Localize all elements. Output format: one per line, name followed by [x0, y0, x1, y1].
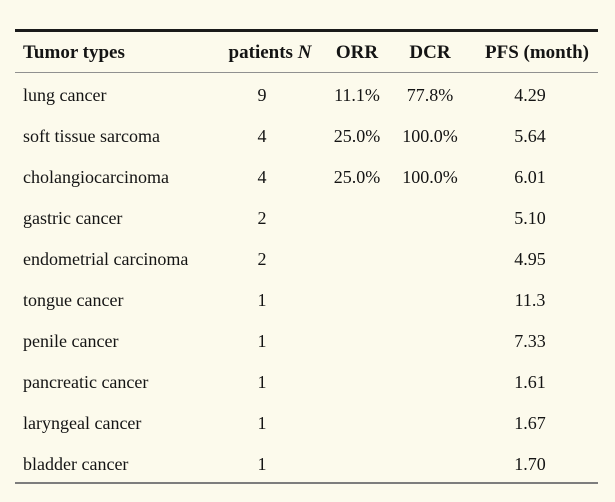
- table-row: penile cancer 1 7.33: [15, 319, 598, 360]
- table-row: lung cancer 9 11.1% 77.8% 4.29: [15, 73, 598, 114]
- table-row: bladder cancer 1 1.70: [15, 442, 598, 483]
- cell-patients: 1: [257, 453, 267, 474]
- tumor-outcomes-table: Tumor types patients N ORR DCR PFS (mont…: [15, 29, 598, 484]
- cell-tumor: laryngeal cancer: [23, 413, 142, 433]
- cell-pfs: 6.01: [514, 167, 546, 187]
- column-header-patients-n: patients N: [220, 30, 320, 73]
- cell-tumor: endometrial carcinoma: [23, 249, 189, 269]
- cell-patients: 9: [257, 85, 267, 106]
- cell-orr: [320, 196, 394, 237]
- cell-pfs: 11.3: [514, 290, 546, 310]
- cell-orr: [320, 360, 394, 401]
- patients-label: patients: [228, 42, 293, 63]
- cell-dcr: [394, 319, 466, 360]
- column-header-dcr: DCR: [394, 30, 466, 73]
- cell-pfs: 5.64: [514, 126, 546, 146]
- cell-orr: 25.0%: [333, 126, 381, 146]
- cell-pfs: 1.70: [514, 453, 546, 474]
- cell-pfs: 4.95: [514, 249, 546, 269]
- cell-dcr: 100.0%: [402, 126, 458, 146]
- cell-tumor: cholangiocarcinoma: [23, 167, 169, 187]
- header-row: Tumor types patients N ORR DCR PFS (mont…: [15, 30, 598, 73]
- cell-dcr: [394, 237, 466, 278]
- cell-orr: [320, 278, 394, 319]
- cell-pfs: 7.33: [514, 331, 546, 351]
- table-figure: Tumor types patients N ORR DCR PFS (mont…: [15, 29, 598, 484]
- cell-tumor: penile cancer: [23, 331, 119, 351]
- cell-dcr: [394, 278, 466, 319]
- column-header-tumor-types: Tumor types: [15, 30, 220, 73]
- table-row: gastric cancer 2 5.10: [15, 196, 598, 237]
- cell-pfs: 5.10: [514, 208, 546, 228]
- cell-pfs: 1.61: [514, 372, 546, 392]
- cell-dcr: [394, 360, 466, 401]
- cell-orr: [320, 237, 394, 278]
- cell-dcr: [394, 442, 466, 483]
- cell-orr: 25.0%: [333, 167, 381, 187]
- cell-tumor: gastric cancer: [23, 208, 123, 228]
- cell-tumor: bladder cancer: [23, 453, 129, 474]
- cell-tumor: lung cancer: [23, 85, 107, 106]
- cell-patients: 4: [257, 167, 267, 187]
- cell-dcr: 100.0%: [402, 167, 458, 187]
- cell-patients: 1: [257, 372, 267, 392]
- table-body: lung cancer 9 11.1% 77.8% 4.29 soft tissue sa…: [15, 73, 598, 483]
- column-header-orr: ORR: [320, 30, 394, 73]
- table-row: tongue cancer 1 11.3: [15, 278, 598, 319]
- cell-pfs: 4.29: [514, 85, 546, 106]
- cell-orr: [320, 319, 394, 360]
- cell-pfs: 1.67: [514, 413, 546, 433]
- table-row: pancreatic cancer 1 1.61: [15, 360, 598, 401]
- cell-dcr: 77.8%: [406, 85, 454, 106]
- cell-orr: 11.1%: [334, 85, 380, 106]
- table-row: cholangiocarcinoma 4 25.0% 100.0% 6.01: [15, 155, 598, 196]
- cell-patients: 1: [257, 413, 267, 433]
- cell-dcr: [394, 196, 466, 237]
- table-row: soft tissue sarcoma 4 25.0% 100.0% 5.64: [15, 114, 598, 155]
- cell-patients: 4: [257, 126, 267, 146]
- column-header-pfs: PFS (month): [466, 30, 598, 73]
- cell-tumor: pancreatic cancer: [23, 372, 149, 392]
- patients-n-symbol: N: [297, 42, 312, 63]
- cell-orr: [320, 442, 394, 483]
- cell-tumor: soft tissue sarcoma: [23, 126, 160, 146]
- cell-patients: 2: [257, 208, 267, 228]
- cell-patients: 1: [257, 331, 267, 351]
- cell-patients: 2: [257, 249, 267, 269]
- cell-patients: 1: [257, 290, 267, 310]
- cell-tumor: tongue cancer: [23, 290, 124, 310]
- cell-orr: [320, 401, 394, 442]
- table-row: laryngeal cancer 1 1.67: [15, 401, 598, 442]
- table-row: endometrial carcinoma 2 4.95: [15, 237, 598, 278]
- cell-dcr: [394, 401, 466, 442]
